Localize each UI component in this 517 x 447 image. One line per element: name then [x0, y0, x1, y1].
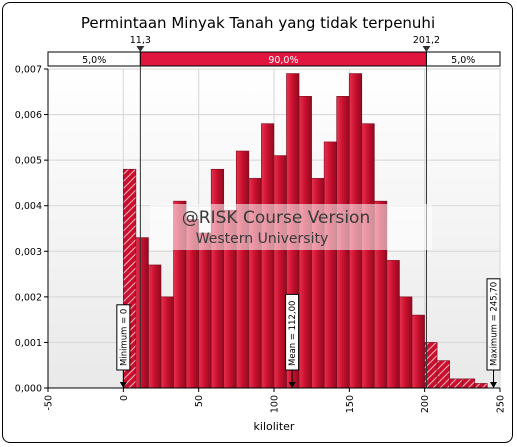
- y-axis: 0,000 0,001 0,002 0,003 0,004 0,005 0,006 0,007: [15, 65, 49, 395]
- x-tick-label: -50: [44, 395, 55, 411]
- stat-markers: Minimum = 0 Mean = 112,00 Maximum = 245,70: [116, 278, 501, 388]
- histogram-bar: [399, 296, 413, 389]
- band-right-pct: 5,0%: [451, 55, 475, 66]
- band-left-pct: 5,0%: [82, 55, 106, 66]
- histogram-bar: [148, 264, 162, 389]
- x-axis-label: kiloliter: [254, 420, 295, 433]
- histogram-bar: [273, 155, 287, 389]
- histogram-bar: [323, 141, 337, 389]
- stat-marker-label: Mean = 112,00: [288, 301, 298, 366]
- histogram-bar: [436, 360, 450, 389]
- band-right-segment: [425, 51, 501, 67]
- histogram-bar: [361, 123, 375, 389]
- x-axis: -50 0 50 100 150 200 250: [44, 387, 507, 413]
- x-tick-label: 100: [270, 395, 281, 413]
- histogram-bar: [474, 383, 488, 389]
- y-tick-label: 0,002: [15, 292, 42, 303]
- histogram-bar: [411, 314, 425, 389]
- histogram-bar: [135, 237, 149, 389]
- x-tick-label: 200: [420, 395, 431, 413]
- histogram-bars: [123, 73, 488, 389]
- percentile-band: 5,0% 90,0% 5,0% 11,3 201,2: [47, 35, 501, 67]
- histogram-bar: [198, 232, 212, 389]
- stat-marker-triangle-icon: [490, 382, 498, 388]
- watermark: @RISK Course Version Western University: [150, 204, 432, 250]
- stat-marker-label: Maximum = 245,70: [490, 282, 500, 366]
- histogram-bar: [449, 378, 463, 389]
- y-tick-label: 0,006: [15, 110, 42, 121]
- band-middle-pct: 90,0%: [268, 55, 298, 66]
- histogram-bar: [235, 150, 250, 389]
- watermark-box: [150, 204, 432, 250]
- watermark-line1: @RISK Course Version: [182, 208, 370, 228]
- stat-marker-triangle-icon: [119, 382, 127, 388]
- y-tick-label: 0,000: [15, 384, 42, 395]
- stat-marker-label: Minimum = 0: [119, 309, 129, 366]
- y-tick-label: 0,007: [15, 65, 42, 76]
- y-tick-label: 0,005: [15, 156, 42, 167]
- y-tick-label: 0,001: [15, 338, 42, 349]
- stat-marker-triangle-icon: [288, 382, 296, 388]
- histogram-bar: [261, 123, 275, 389]
- x-tick-label: 250: [496, 395, 507, 413]
- y-tick-label: 0,003: [15, 247, 42, 258]
- histogram-bar: [461, 378, 476, 389]
- chart-title: Permintaan Minyak Tanah yang tidak terpe…: [81, 14, 435, 32]
- histogram-bar: [386, 260, 400, 389]
- band-right-value: 201,2: [413, 35, 440, 46]
- x-tick-label: 150: [345, 395, 356, 413]
- y-tick-label: 0,004: [15, 201, 42, 212]
- stat-marker: Maximum = 245,70: [486, 278, 501, 388]
- x-tick-label: 0: [119, 395, 130, 401]
- watermark-line2: Western University: [196, 231, 329, 247]
- histogram-bar: [160, 296, 174, 389]
- stat-marker: Mean = 112,00: [285, 293, 300, 388]
- band-right-triangle-icon: [422, 46, 431, 52]
- stat-marker: Minimum = 0: [116, 304, 131, 388]
- band-left-triangle-icon: [136, 46, 145, 52]
- x-tick-label: 50: [194, 395, 205, 407]
- band-left-value: 11,3: [130, 35, 151, 46]
- histogram-bar: [210, 168, 225, 389]
